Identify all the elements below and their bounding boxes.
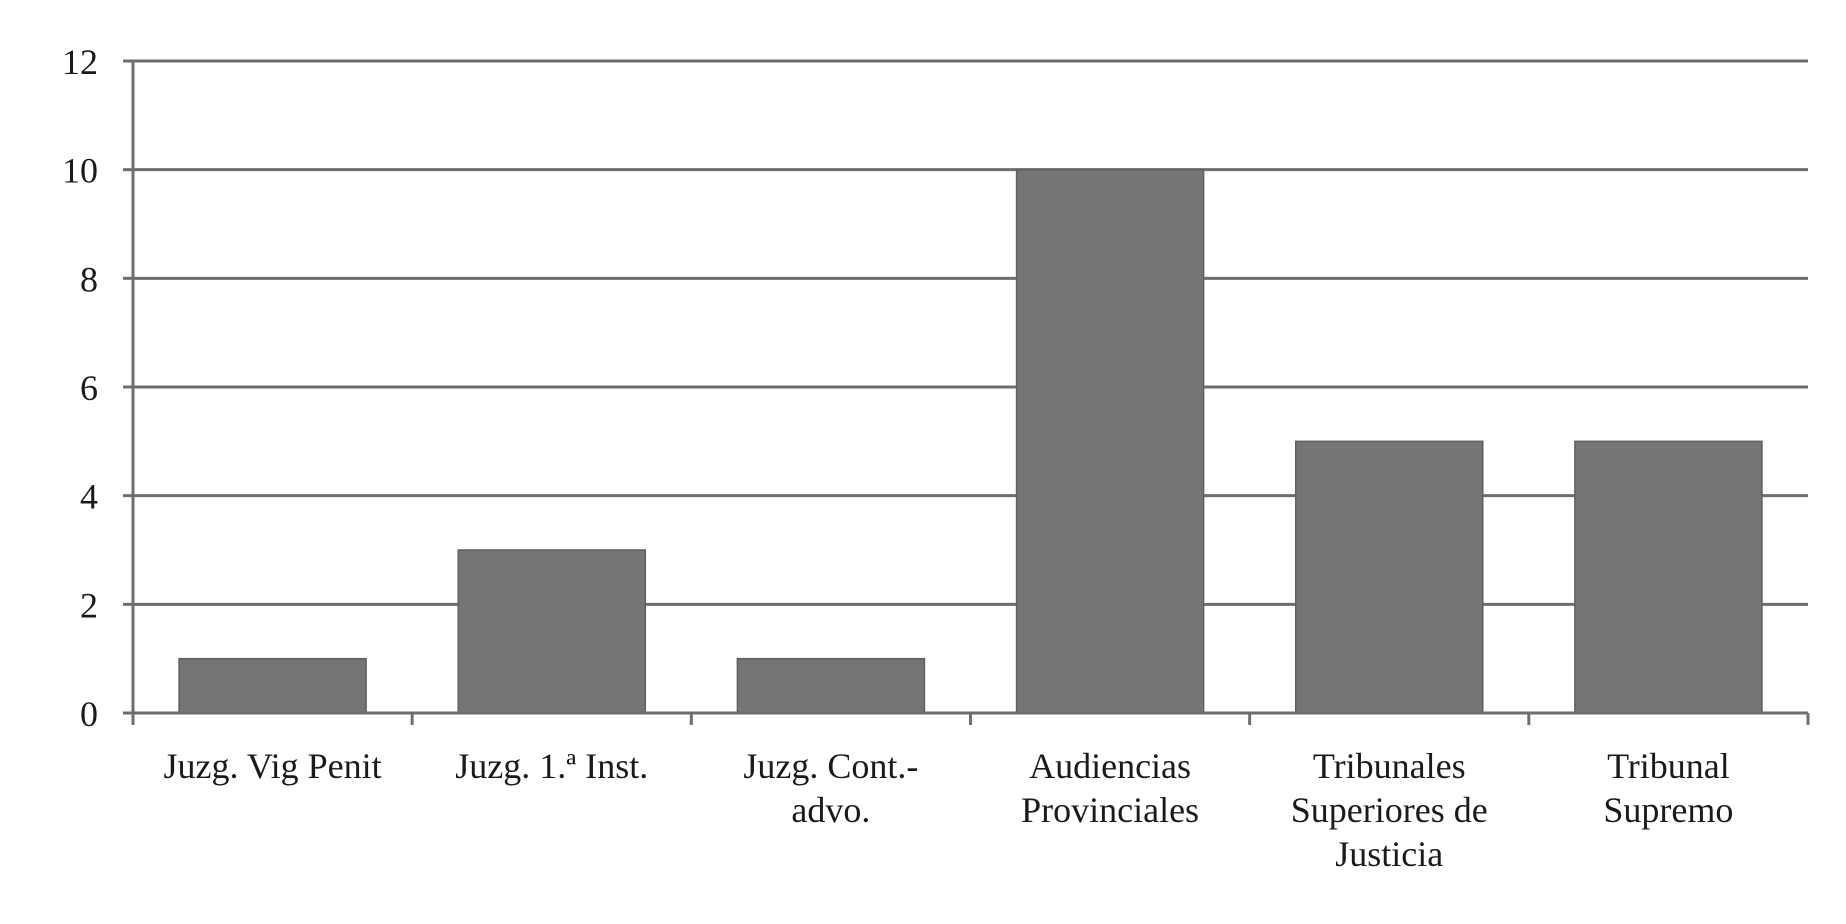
bar [178, 657, 367, 714]
x-tick-label: Supremo [1603, 790, 1733, 830]
x-tick-label: advo. [791, 790, 870, 830]
y-tick-label: 4 [80, 477, 98, 517]
x-tick-label: Justicia [1335, 834, 1443, 874]
bar [457, 549, 647, 714]
bar [1015, 168, 1205, 714]
y-tick-label: 10 [62, 151, 98, 191]
x-tick-label: Provinciales [1021, 790, 1199, 830]
x-tick-label: Audiencias [1029, 746, 1191, 786]
axes [123, 59, 1810, 725]
x-tick-label: Juzg. Vig Penit [163, 746, 381, 786]
y-tick-label: 8 [80, 259, 98, 299]
y-tick-label: 12 [62, 42, 98, 82]
y-tick-labels: 0 2 4 6 8 10 12 [62, 42, 98, 734]
bar [1294, 440, 1484, 714]
y-tick-label: 6 [80, 368, 98, 408]
x-tick-label: Juzg. 1.ª Inst. [455, 746, 648, 786]
y-tick-label: 0 [80, 694, 98, 734]
x-tick-label: Superiores de [1291, 790, 1488, 830]
bars [178, 168, 1763, 714]
x-tick-label: Tribunales [1313, 746, 1466, 786]
x-tick-label: Tribunal [1607, 746, 1730, 786]
y-tick-label: 2 [80, 585, 98, 625]
bar [736, 657, 926, 714]
gridlines [133, 59, 1808, 606]
x-tick-label: Juzg. Cont.- [743, 746, 918, 786]
bar [1574, 440, 1763, 714]
x-category-labels: Juzg. Vig Penit Juzg. 1.ª Inst. Juzg. Cont… [163, 746, 1733, 874]
